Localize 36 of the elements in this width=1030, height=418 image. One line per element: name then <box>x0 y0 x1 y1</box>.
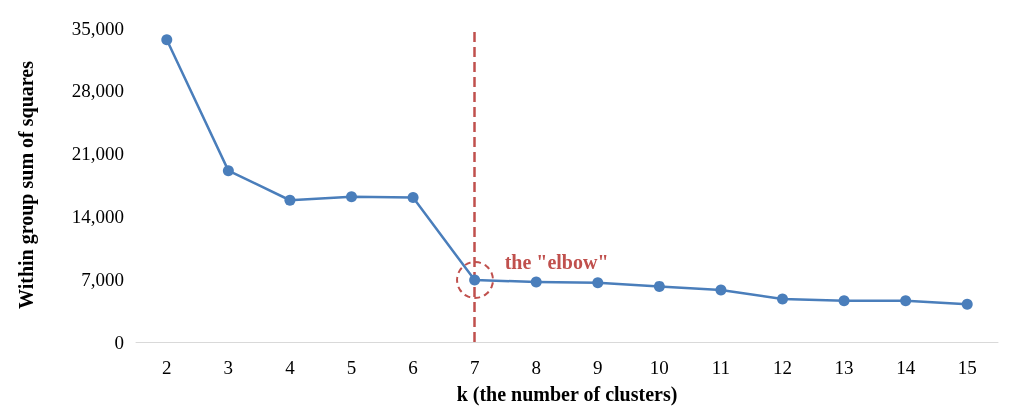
point <box>346 191 357 203</box>
y-tick-label: 28,000 <box>71 80 124 102</box>
x-tick-label: 7 <box>469 357 480 378</box>
point <box>961 298 973 310</box>
x-tick-label: 9 <box>593 357 603 378</box>
point <box>715 284 727 296</box>
x-tick-label: 14 <box>896 357 916 378</box>
x-tick-label: 4 <box>285 357 296 378</box>
point <box>900 295 912 307</box>
point <box>777 293 788 305</box>
x-tick-label: 2 <box>162 357 172 378</box>
x-tick-label: 11 <box>711 357 731 378</box>
y-axis-title: Within group sum of squares <box>15 60 38 309</box>
y-tick-label: 21,000 <box>71 143 124 165</box>
y-tick-label: 0 <box>114 331 124 353</box>
point <box>838 295 850 307</box>
point <box>407 192 419 204</box>
annotation: the "elbow" <box>504 251 609 274</box>
x-tick-label: 12 <box>773 357 792 378</box>
y-tick-label: 35,000 <box>71 17 124 39</box>
x-axis-title: k (the number of clusters) <box>456 383 678 406</box>
x-tick-label: 13 <box>834 357 854 378</box>
y-tick-label: 7,000 <box>81 268 124 290</box>
point <box>161 34 173 46</box>
point <box>284 194 296 206</box>
point <box>222 165 234 177</box>
x-tick-label: 8 <box>531 357 541 378</box>
x-tick-label: 5 <box>346 357 357 378</box>
x-tick-label: 15 <box>957 357 977 378</box>
point <box>653 280 665 292</box>
point <box>592 277 604 289</box>
x-tick-label: 6 <box>408 357 418 378</box>
y-tick-label: 14,000 <box>71 205 124 227</box>
point <box>530 276 542 288</box>
x-tick-label: 10 <box>649 357 669 378</box>
x-tick-label: 3 <box>223 357 234 378</box>
